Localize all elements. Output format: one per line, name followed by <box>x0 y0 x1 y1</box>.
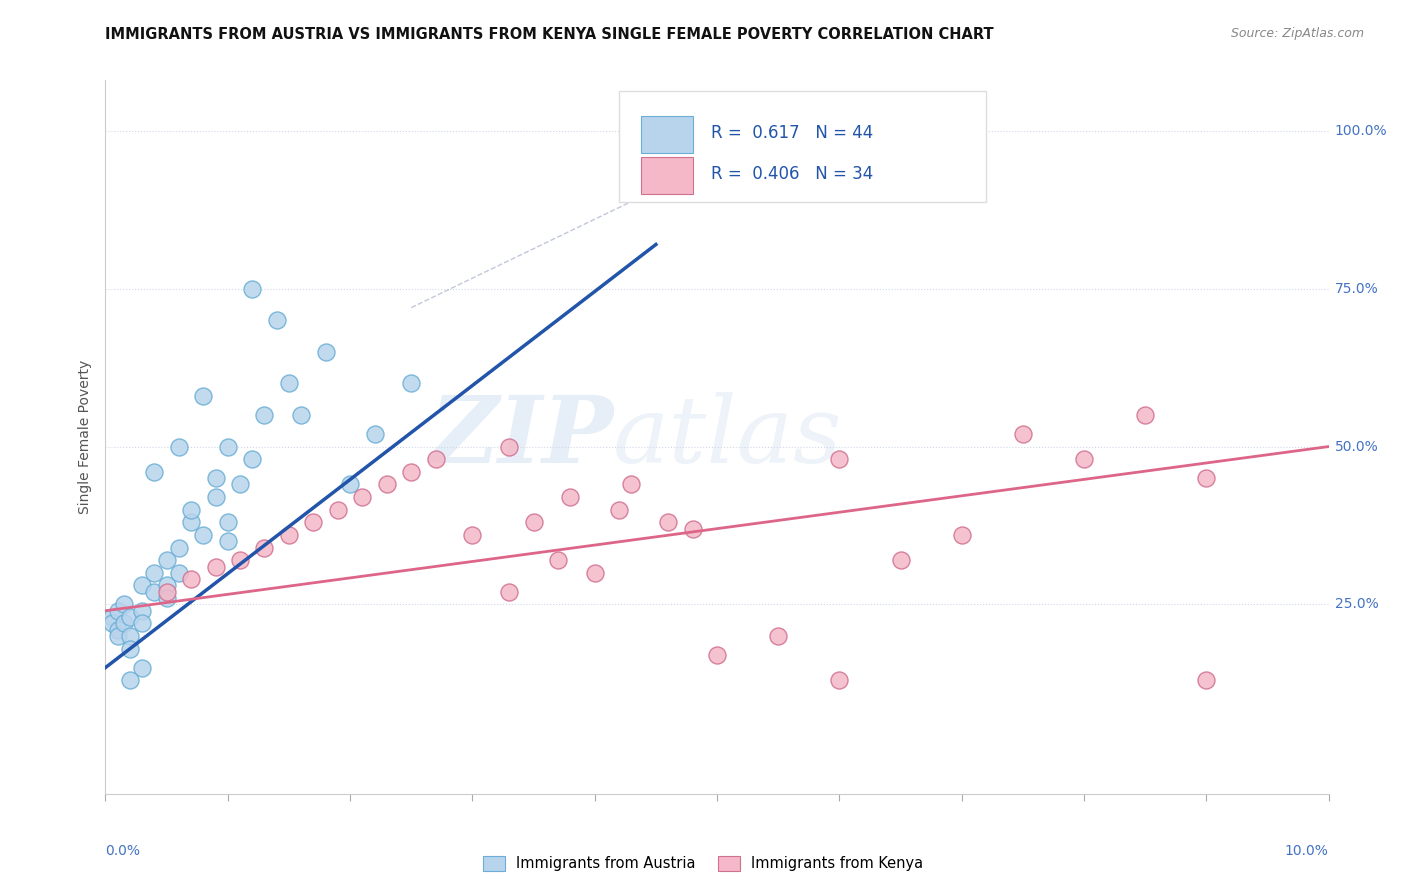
Point <box>204 471 226 485</box>
Point <box>180 572 202 586</box>
Point <box>204 490 226 504</box>
Point <box>217 516 239 530</box>
Legend: Immigrants from Austria, Immigrants from Kenya: Immigrants from Austria, Immigrants from… <box>478 852 928 876</box>
Point <box>266 313 288 327</box>
Point <box>107 623 129 637</box>
Point <box>107 629 129 643</box>
Point <box>155 578 177 592</box>
Point <box>204 559 226 574</box>
Point <box>217 534 239 549</box>
Point <box>229 477 252 491</box>
Y-axis label: Single Female Poverty: Single Female Poverty <box>79 360 93 514</box>
Point <box>375 477 398 491</box>
Point <box>950 528 973 542</box>
Point <box>180 516 202 530</box>
Text: 75.0%: 75.0% <box>1334 282 1378 295</box>
Point <box>277 528 299 542</box>
Point <box>240 282 263 296</box>
Point <box>107 604 129 618</box>
Point <box>277 376 299 391</box>
Point <box>118 610 141 624</box>
Text: R =  0.617   N = 44: R = 0.617 N = 44 <box>711 124 873 142</box>
Point <box>583 566 606 580</box>
Point <box>339 477 361 491</box>
Point <box>399 465 422 479</box>
Point <box>768 629 790 643</box>
Point <box>547 553 569 567</box>
Bar <box>641 116 693 153</box>
Point <box>217 440 239 454</box>
Point <box>607 502 630 516</box>
Point <box>302 516 325 530</box>
Point <box>180 502 202 516</box>
Text: ZIP: ZIP <box>429 392 613 482</box>
Point <box>523 516 546 530</box>
Point <box>682 522 704 536</box>
Text: 25.0%: 25.0% <box>1334 598 1378 611</box>
Point <box>131 660 153 674</box>
Point <box>828 452 851 467</box>
Point <box>326 502 349 516</box>
Point <box>167 566 190 580</box>
Point <box>620 477 643 491</box>
Point <box>315 344 337 359</box>
Text: IMMIGRANTS FROM AUSTRIA VS IMMIGRANTS FROM KENYA SINGLE FEMALE POVERTY CORRELATI: IMMIGRANTS FROM AUSTRIA VS IMMIGRANTS FR… <box>105 27 994 42</box>
Point <box>560 490 582 504</box>
Point <box>100 610 122 624</box>
Text: 100.0%: 100.0% <box>1334 124 1388 137</box>
Point <box>1133 408 1156 422</box>
Point <box>118 673 141 688</box>
Text: 50.0%: 50.0% <box>1334 440 1378 453</box>
Point <box>112 616 135 631</box>
Point <box>167 440 190 454</box>
Point <box>155 584 177 599</box>
Point <box>193 528 215 542</box>
Point <box>100 616 122 631</box>
Point <box>1195 673 1218 688</box>
Text: Source: ZipAtlas.com: Source: ZipAtlas.com <box>1230 27 1364 40</box>
Point <box>193 389 215 403</box>
Point <box>1073 452 1095 467</box>
Point <box>167 541 190 555</box>
Point <box>1195 471 1218 485</box>
Point <box>131 604 153 618</box>
Point <box>253 408 276 422</box>
Text: R =  0.406   N = 34: R = 0.406 N = 34 <box>711 165 873 183</box>
Point <box>498 584 520 599</box>
Point <box>143 584 166 599</box>
Text: 0.0%: 0.0% <box>105 844 141 858</box>
Point <box>143 566 166 580</box>
Point <box>399 376 422 391</box>
Bar <box>641 157 693 194</box>
Point <box>889 553 911 567</box>
FancyBboxPatch shape <box>619 91 986 202</box>
Point <box>352 490 374 504</box>
Point <box>118 641 141 656</box>
Point <box>828 673 851 688</box>
Point <box>155 553 177 567</box>
Point <box>425 452 447 467</box>
Point <box>253 541 276 555</box>
Point <box>363 426 385 441</box>
Point <box>706 648 728 662</box>
Point <box>290 408 312 422</box>
Point <box>229 553 252 567</box>
Text: 10.0%: 10.0% <box>1285 844 1329 858</box>
Point <box>1011 426 1033 441</box>
Point <box>131 616 153 631</box>
Point <box>118 629 141 643</box>
Point <box>498 440 520 454</box>
Text: atlas: atlas <box>613 392 842 482</box>
Point <box>131 578 153 592</box>
Point <box>155 591 177 606</box>
Point <box>461 528 484 542</box>
Point <box>240 452 263 467</box>
Point <box>112 598 135 612</box>
Point <box>143 465 166 479</box>
Point <box>657 516 679 530</box>
